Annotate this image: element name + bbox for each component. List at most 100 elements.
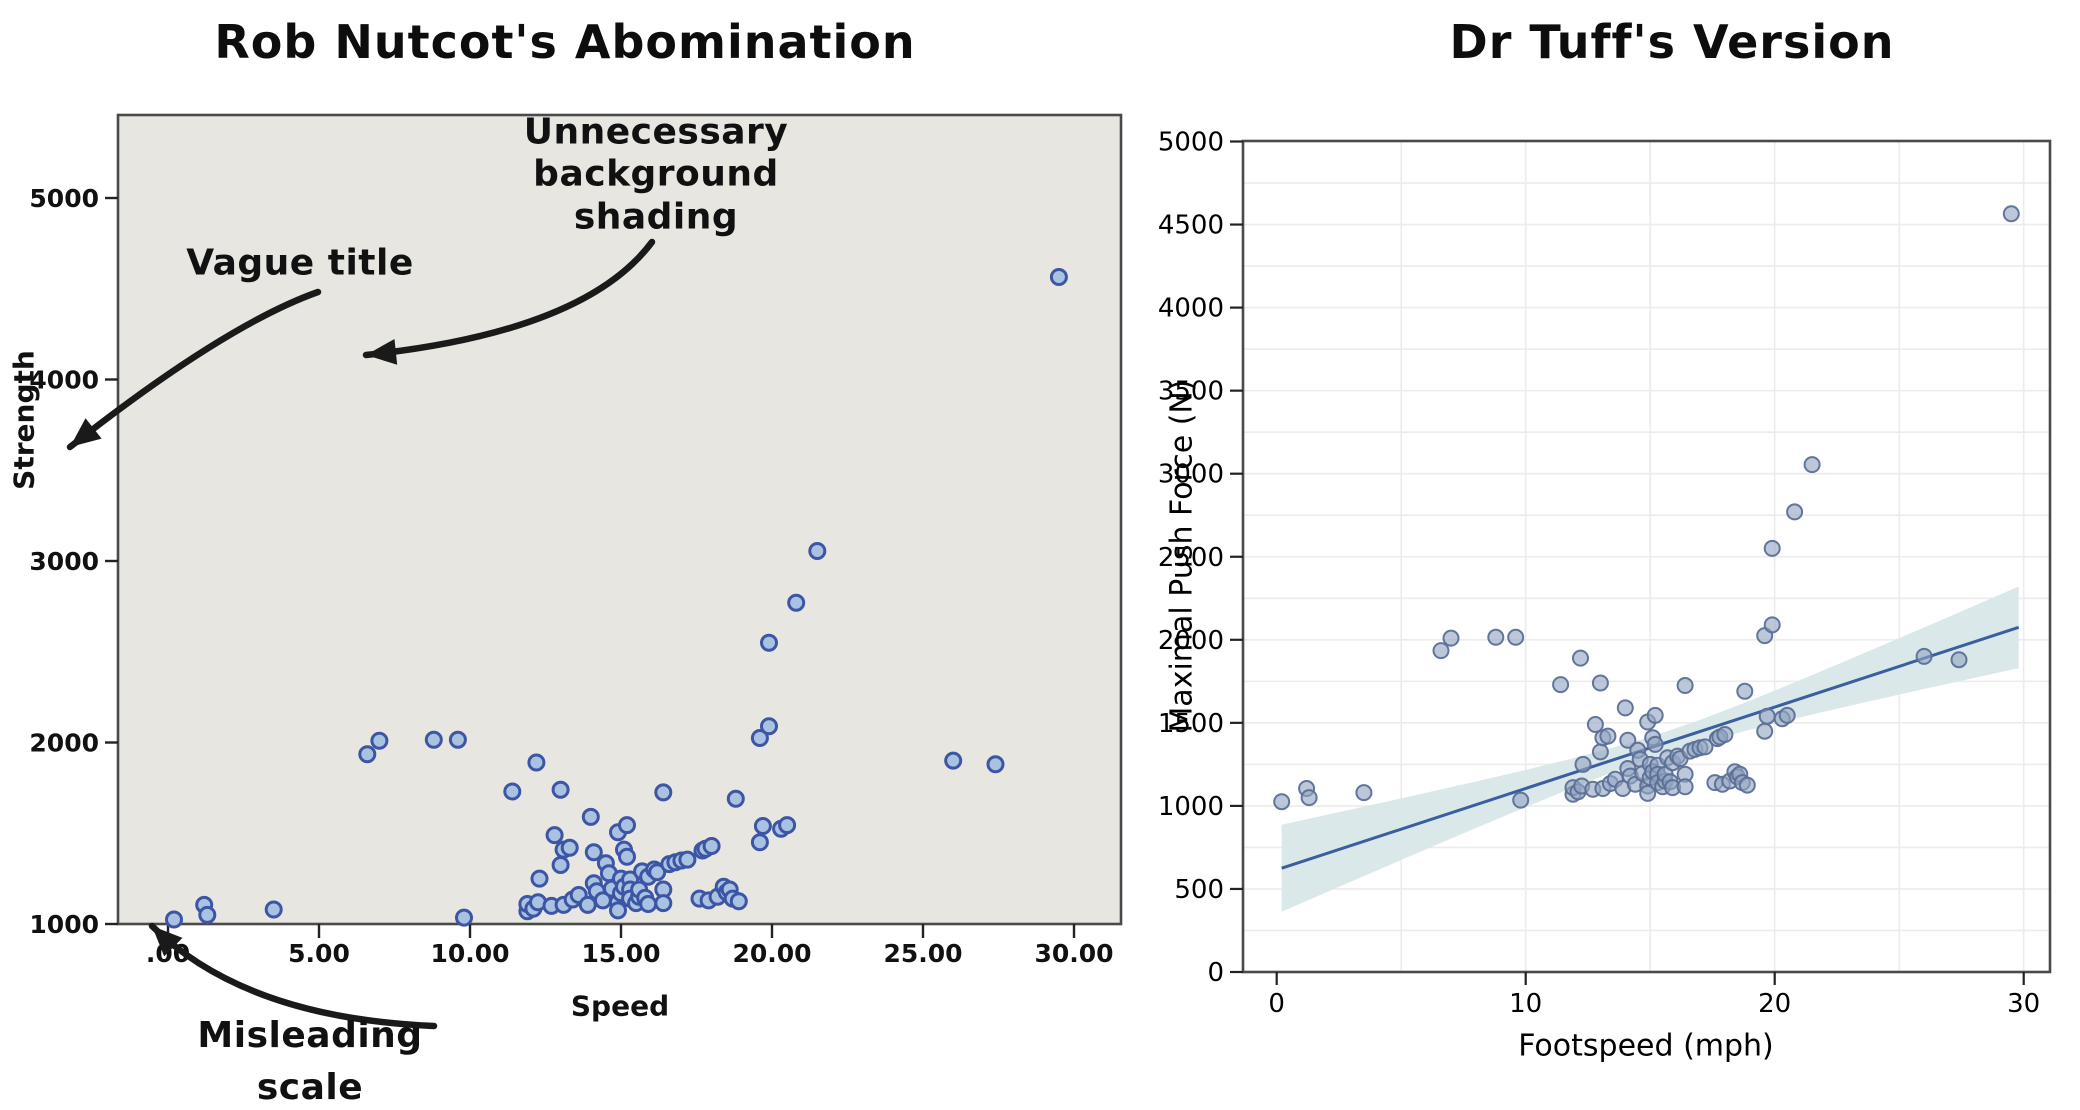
data-point — [1616, 699, 1634, 717]
right-y-axis-label: Maximal Push Force (N) — [1164, 379, 1200, 733]
tick-label: 4500 — [1158, 211, 1224, 241]
data-point — [198, 905, 217, 924]
data-point — [424, 730, 443, 749]
data-point — [750, 833, 769, 852]
left-plot-points — [165, 268, 1068, 929]
data-point — [778, 816, 797, 835]
arrow-background-shading — [362, 238, 656, 365]
tick-label: 15.00 — [581, 939, 660, 968]
tick-label: 5000 — [29, 184, 99, 213]
data-point — [1507, 628, 1525, 646]
tick-label: 10.00 — [430, 939, 509, 968]
data-point — [584, 843, 603, 862]
data-point — [1758, 707, 1776, 725]
data-point — [1442, 629, 1460, 647]
tick-label: 500 — [1174, 875, 1224, 905]
data-point — [1572, 649, 1589, 667]
data-point — [581, 807, 600, 826]
data-point — [729, 892, 748, 911]
data-point — [986, 755, 1005, 774]
data-point — [560, 838, 579, 857]
data-point — [1786, 503, 1804, 521]
tick-label: 5000 — [1158, 128, 1224, 158]
data-point — [1950, 651, 1968, 669]
data-point — [264, 900, 283, 919]
data-point — [1738, 776, 1756, 794]
tick-label: 2000 — [1158, 626, 1224, 656]
data-point — [1646, 706, 1664, 724]
data-point — [1676, 778, 1694, 796]
data-point — [1049, 268, 1068, 286]
data-point — [1300, 789, 1318, 807]
data-point — [1586, 716, 1604, 733]
data-point — [750, 729, 769, 747]
tick-label: 20.00 — [732, 939, 811, 968]
tick-label: 1000 — [29, 910, 99, 939]
tick-label: 1500 — [1158, 709, 1224, 739]
annotation-background-shading: Unnecessary background shading — [523, 111, 789, 238]
data-point — [1915, 647, 1933, 665]
tick-label: 2500 — [1158, 543, 1224, 573]
data-point — [370, 731, 389, 750]
data-point — [648, 863, 667, 882]
tick-label: 1000 — [1158, 792, 1224, 822]
data-point — [1716, 726, 1734, 743]
data-point — [551, 780, 570, 799]
data-point — [1512, 791, 1530, 809]
data-point — [1355, 784, 1373, 802]
tick-label: 3000 — [29, 547, 99, 576]
data-point — [702, 837, 721, 855]
data-point — [1803, 456, 1821, 474]
data-point — [678, 850, 697, 869]
data-point — [503, 782, 522, 801]
right-x-axis-label: Footspeed (mph) — [1518, 1028, 1774, 1064]
data-point — [455, 908, 473, 927]
left-plot-area — [116, 113, 1123, 926]
right-plot: 0 500 1000 1500 2000 2500 3000 3500 4000 4500 5000… — [1158, 128, 2052, 1019]
tick-label: 20 — [1758, 989, 1791, 1019]
tick-label: 5.00 — [288, 939, 350, 968]
data-point — [358, 745, 377, 764]
data-point — [165, 910, 183, 929]
data-point — [639, 895, 658, 913]
right-chart-title: Dr Tuff's Version — [1449, 15, 1895, 69]
tick-label: 4000 — [1158, 294, 1224, 324]
data-point — [1676, 677, 1694, 694]
data-point — [1756, 722, 1774, 740]
data-point — [726, 789, 745, 808]
data-point — [1778, 706, 1796, 724]
data-point — [1432, 642, 1450, 660]
data-point — [654, 783, 673, 802]
tick-label: 3000 — [1158, 460, 1224, 490]
left-x-axis-label: Speed — [570, 989, 670, 1023]
data-point — [578, 895, 597, 914]
left-chart-title: Rob Nutcot's Abomination — [214, 15, 916, 69]
data-point — [1619, 731, 1637, 749]
data-point — [545, 826, 564, 845]
data-point — [753, 817, 772, 835]
data-point — [551, 856, 570, 874]
tick-label: 3500 — [1158, 377, 1224, 407]
annotation-misleading-scale: Misleading scale — [197, 1014, 423, 1108]
data-point — [2002, 205, 2020, 223]
data-point — [527, 753, 546, 772]
arrow-misleading-scale — [148, 922, 438, 1030]
data-point — [1273, 793, 1291, 811]
right-plot-points — [1273, 205, 2020, 811]
data-point — [1763, 616, 1781, 634]
tick-label: 0 — [1207, 958, 1224, 988]
data-point — [787, 593, 806, 612]
data-point — [530, 869, 549, 888]
data-point — [1696, 738, 1714, 756]
data-point — [1574, 755, 1592, 773]
tick-label: 0 — [1268, 989, 1285, 1019]
data-point — [944, 751, 963, 770]
data-point — [1736, 682, 1754, 700]
tick-label: 10 — [1509, 989, 1542, 1019]
data-point — [808, 542, 827, 560]
data-point — [1599, 727, 1617, 745]
tick-label: 30.00 — [1034, 939, 1113, 968]
